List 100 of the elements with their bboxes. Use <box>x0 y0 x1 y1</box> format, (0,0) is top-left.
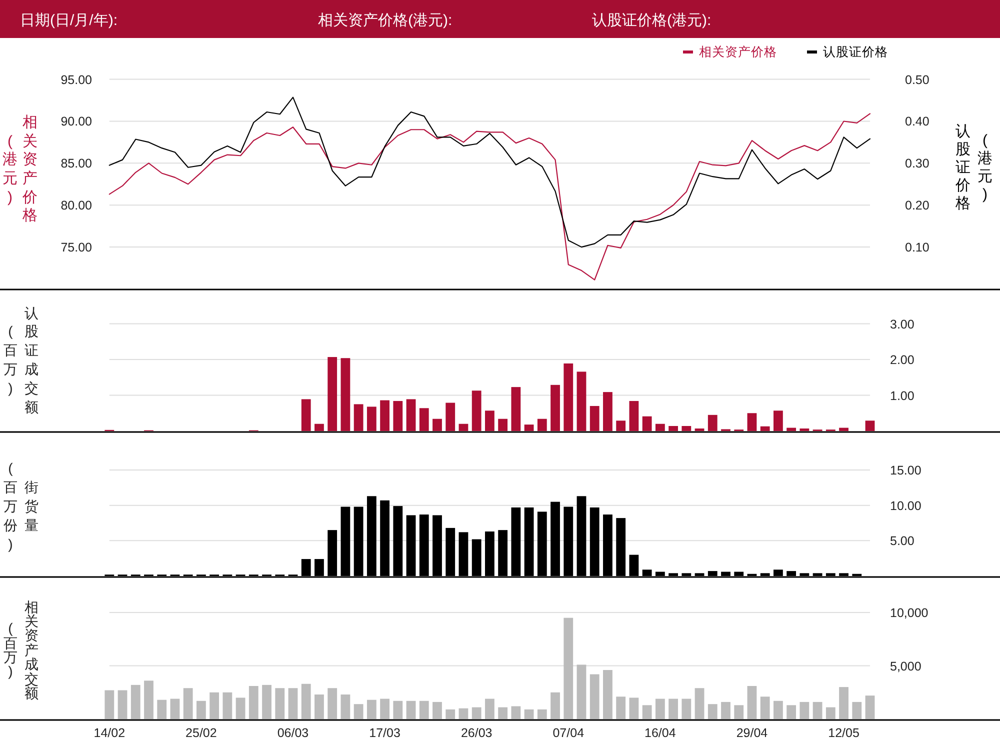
bar <box>603 670 612 719</box>
bar <box>301 399 311 431</box>
bar <box>786 428 796 431</box>
bar <box>760 696 770 719</box>
line-series <box>108 113 871 280</box>
bar <box>576 664 586 719</box>
bar <box>130 684 140 719</box>
bar <box>800 702 810 719</box>
bar <box>380 400 390 431</box>
y-tick-label: 15.00 <box>890 464 922 478</box>
x-tick-label: 25/02 <box>186 726 217 740</box>
bar <box>432 702 442 719</box>
bar <box>590 406 600 431</box>
bar <box>380 698 390 719</box>
x-tick-label: 07/04 <box>552 726 584 740</box>
bar <box>642 416 652 431</box>
bar <box>564 618 574 719</box>
bar <box>485 410 494 431</box>
legend-label: 认股证价格 <box>823 45 888 59</box>
bar <box>668 698 678 719</box>
bar <box>537 709 547 719</box>
legend-label: 相关资产价格 <box>699 45 777 59</box>
bar <box>222 692 232 719</box>
bar <box>511 706 521 719</box>
y-tick-label: 2.00 <box>890 353 914 368</box>
bar <box>157 700 167 719</box>
line-series <box>108 96 871 248</box>
bar <box>668 426 678 431</box>
bar <box>655 424 665 431</box>
bar <box>458 424 468 431</box>
x-tick-label: 17/03 <box>369 726 400 740</box>
bar <box>301 684 311 719</box>
text: 认股证成交额(百万) <box>4 304 38 415</box>
bar <box>328 357 338 431</box>
bar <box>865 696 875 719</box>
text: 相关资产价格(港元) <box>2 114 38 224</box>
bar <box>682 698 692 719</box>
bar <box>616 420 626 431</box>
bar <box>288 688 298 719</box>
bar <box>354 404 364 431</box>
bar <box>104 690 114 719</box>
bar <box>576 372 586 431</box>
y2-tick-label: 0.50 <box>905 72 930 87</box>
bar <box>734 705 744 719</box>
bar <box>550 692 560 719</box>
y-tick-label: 10.00 <box>890 498 922 513</box>
bar <box>236 698 246 719</box>
bar <box>747 413 757 431</box>
bar <box>248 686 258 719</box>
bar <box>865 420 875 431</box>
bar <box>446 709 456 719</box>
bar <box>524 424 534 431</box>
y-tick-label: 5.00 <box>890 534 914 548</box>
x-tick-label: 12/05 <box>828 726 860 740</box>
text: 认股证价格(港元): <box>592 12 712 29</box>
y-tick-label: 95.00 <box>60 72 92 87</box>
bar <box>550 384 560 431</box>
bar <box>708 414 718 431</box>
bar <box>314 424 324 431</box>
bar <box>366 700 376 719</box>
y-tick-label: 85.00 <box>60 156 92 171</box>
bar <box>419 700 429 719</box>
bar <box>616 696 626 719</box>
bar <box>472 707 482 719</box>
bar <box>708 704 718 719</box>
bar <box>170 698 180 719</box>
bar <box>210 692 220 719</box>
bar <box>354 704 364 719</box>
bar <box>275 688 285 719</box>
bar <box>406 700 416 719</box>
bar <box>629 400 639 431</box>
text: 日期(日/月/年): <box>20 12 118 29</box>
bar <box>655 698 665 719</box>
bar <box>446 402 456 431</box>
bar <box>511 387 521 431</box>
x-tick-label: 14/02 <box>94 726 126 740</box>
bar <box>366 406 376 431</box>
bar <box>340 694 350 719</box>
bar <box>812 702 822 719</box>
bar <box>774 700 783 719</box>
bar <box>524 709 534 719</box>
bar <box>406 399 416 431</box>
bar <box>852 702 862 719</box>
x-tick-label: 16/04 <box>644 726 676 740</box>
bar <box>432 418 442 431</box>
y-tick-label: 80.00 <box>60 198 92 213</box>
bar <box>537 418 547 431</box>
bar <box>419 408 429 431</box>
bar <box>694 688 704 719</box>
bar <box>393 400 403 431</box>
bar <box>826 707 836 719</box>
bar <box>839 687 848 719</box>
y2-tick-label: 0.30 <box>905 156 930 171</box>
bar <box>340 358 350 431</box>
bar <box>314 694 324 719</box>
y-tick-label: 10,000 <box>890 606 928 620</box>
bar <box>262 684 272 719</box>
bar <box>498 707 508 719</box>
bar <box>472 390 482 431</box>
y-tick-label: 75.00 <box>60 240 92 255</box>
